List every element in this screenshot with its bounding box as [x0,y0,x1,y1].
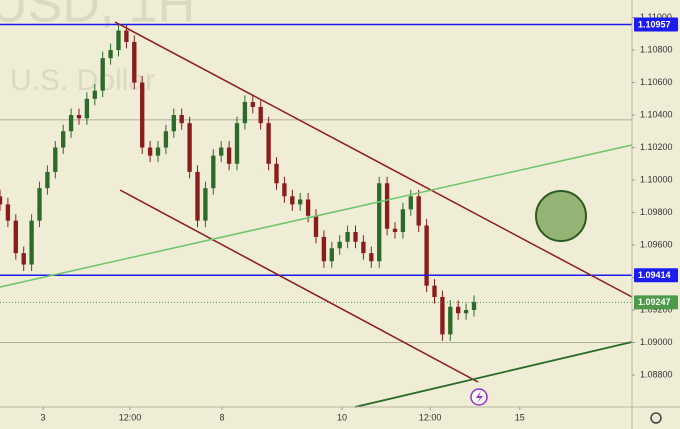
axis-labels: 1.11000 1.10800 1.10600 1.10400 1.10200 1.100… [41,12,678,422]
y-tick-label: 1.10600 [640,77,673,87]
y-tick-label: 1.09200 [640,304,673,314]
candle-body [132,41,137,83]
candle-body [432,285,437,298]
candle-body [329,248,334,262]
candle-body [5,204,11,221]
y-tick-label: 1.09000 [640,337,673,347]
watermark-name: U.S. Dollar [10,64,155,97]
candle-body [463,310,469,314]
candle-body [290,196,295,205]
candle-body [384,183,390,229]
candle-body [377,183,382,262]
candle-body [187,123,192,172]
candle-body [250,102,255,107]
y-tick-label: 1.10200 [640,142,673,152]
candle-body [21,253,26,265]
event-icon-bolt [476,391,483,403]
x-tick-label: 10 [337,412,347,422]
candle-body [29,220,34,265]
candle-body [345,232,350,242]
candle-body [37,188,42,221]
candle-body [416,196,421,226]
price-label: 1.09414 [638,270,671,280]
plot [0,23,632,343]
candle-body [408,196,413,210]
candle-body [140,82,145,148]
trend-line [354,341,633,408]
target-circle [535,190,587,242]
y-tick-label: 1.08800 [640,369,673,379]
candle-body [195,171,200,221]
trend-line [119,189,479,383]
candle-body [203,188,208,221]
candle-body [305,199,311,216]
candle-body [313,215,319,237]
y-tick-label: 1.10000 [640,174,673,184]
candle-body [76,115,82,119]
candle-body [258,106,263,124]
candle-body [448,306,453,335]
candle-body [219,147,224,156]
candle-body [147,147,153,156]
y-tick-label: 1.11000 [640,12,672,22]
candle-body [124,30,129,42]
candle-body [53,147,58,172]
candle-body [242,102,248,124]
candle-body [266,123,271,164]
candle-body [392,228,398,233]
candle-body [337,241,342,249]
candle-body [45,171,50,189]
candle-body [471,301,477,311]
price-label-box [634,17,678,32]
candle-body [456,306,461,314]
candle-body [211,155,216,189]
candle-body [440,297,445,335]
candle-body [321,236,327,262]
candle-body [84,98,90,119]
candle-body [116,30,121,51]
candle-body [92,90,97,99]
candle-body [361,241,366,254]
candle-body [353,232,358,242]
x-tick-label: 8 [219,412,224,422]
candle-body [68,115,74,132]
candle-body [108,50,113,59]
candle-body [155,147,161,156]
candle-body [0,196,3,205]
candle-body [100,58,105,91]
candle-body [369,253,374,262]
price-label: 1.09247 [638,297,671,307]
candle-body [400,209,406,233]
price-label-box [634,268,678,283]
x-tick-label: 12:00 [119,412,142,422]
x-tick-label: 12:00 [419,412,442,422]
watermark-symbol: USD, 1H [0,0,195,34]
trend-line [0,144,633,288]
candle-body [282,183,287,197]
candle-body [298,199,303,205]
price-label-box [634,295,678,310]
candle-body [61,131,66,148]
candle-body [424,225,429,286]
candle-body [234,123,240,164]
y-tick-label: 1.09800 [640,207,673,217]
candle-body [13,220,18,254]
trend-line [114,21,633,298]
settings-icon[interactable] [650,412,662,424]
x-tick-label: 15 [515,412,525,422]
price-label: 1.10957 [638,19,671,29]
candle-body [226,147,232,164]
y-tick-label: 1.09600 [640,239,673,249]
candle-body [274,163,279,184]
y-tick-label: 1.10800 [640,44,673,54]
candle-body [163,131,169,148]
candle-body [179,115,184,124]
y-tick-label: 1.10400 [640,109,673,119]
x-tick-label: 3 [41,412,46,422]
candle-body [171,115,176,132]
